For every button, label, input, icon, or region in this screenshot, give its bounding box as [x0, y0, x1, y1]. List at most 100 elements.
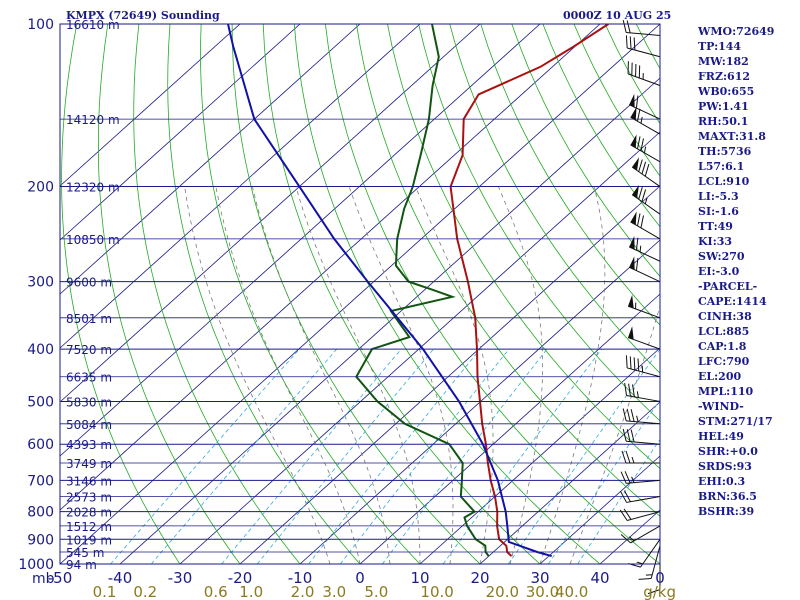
wind-barb-full — [632, 384, 635, 398]
pressure-tick-label: 800 — [27, 505, 54, 521]
height-label: 16610 m — [66, 18, 120, 32]
dry-adiabat-line — [133, 24, 301, 564]
stat-line: LCL:910 — [698, 175, 750, 188]
wind-barb — [620, 525, 661, 544]
chart-title: KMPX (72649) Sounding — [66, 9, 220, 22]
wind-barb-staff — [627, 367, 661, 378]
wind-barb-staff — [640, 539, 661, 568]
wind-barb-full — [626, 429, 631, 442]
parcel-trace — [227, 24, 552, 558]
wind-barb-full — [641, 161, 647, 175]
height-label: 3749 m — [66, 457, 112, 471]
wind-barb-full — [638, 159, 643, 172]
wind-barb-full — [624, 471, 631, 484]
wind-barb-full — [641, 189, 647, 202]
mixing-ratio-line — [442, 348, 603, 564]
stat-line: KI:33 — [698, 235, 733, 248]
pressure-tick-label: 400 — [27, 342, 54, 358]
stat-line: -PARCEL- — [698, 280, 758, 293]
stat-line: RH:50.1 — [698, 115, 749, 128]
temperature-tick-label: -50 — [48, 569, 73, 587]
pressure-tick-label: 100 — [27, 17, 54, 33]
stat-line: EI:-3.0 — [698, 265, 740, 278]
isotherm-line — [60, 24, 481, 403]
wind-barb-full — [638, 186, 643, 200]
stat-line: MPL:110 — [698, 385, 754, 398]
temperature-tick-label: -30 — [168, 569, 193, 587]
wind-barb — [621, 450, 660, 464]
wind-barb-full — [637, 358, 640, 372]
wind-barb-full — [622, 20, 627, 33]
isotherm-line — [179, 131, 660, 564]
stat-line: CINH:38 — [698, 310, 752, 323]
height-label: 8501 m — [66, 312, 112, 326]
moist-adiabat-line — [348, 186, 454, 564]
mixing-ratio-line — [381, 348, 548, 564]
mixing-ratio-line — [339, 348, 510, 564]
wind-barb — [625, 35, 661, 58]
height-label: 1019 m — [66, 533, 112, 547]
height-label: 2573 m — [66, 491, 112, 505]
temperature-tick-label: 0 — [655, 569, 665, 587]
height-label: 14120 m — [66, 113, 120, 127]
height-label: 3146 m — [66, 474, 112, 488]
mixing-ratio-label: 5.0 — [364, 583, 388, 600]
wind-barb-half — [644, 197, 648, 204]
stat-line: BSHR:39 — [698, 505, 755, 518]
dry-adiabat-line — [167, 24, 361, 564]
wind-barb-half — [639, 245, 642, 252]
wind-barb-staff — [631, 194, 661, 215]
wind-barb-flag — [629, 256, 635, 270]
pressure-tick-label: 600 — [27, 437, 54, 453]
wind-barb-staff — [626, 31, 661, 36]
pressure-tick-label: 500 — [27, 394, 54, 410]
wind-barb-staff — [626, 440, 661, 445]
wind-barb-full — [626, 20, 631, 33]
wind-barb-full — [621, 450, 627, 464]
height-label: 2028 m — [66, 506, 112, 520]
dry-adiabat-line — [200, 24, 421, 564]
wind-barb-staff — [631, 166, 661, 187]
wind-barb — [624, 382, 661, 402]
wind-barb — [627, 61, 661, 86]
stat-line: PW:1.41 — [698, 100, 749, 113]
chart-time: 0000Z 10 AUG 25 — [563, 9, 672, 22]
mixing-ratio-line — [308, 348, 481, 564]
dry-adiabat-line — [325, 24, 660, 564]
wind-barb-half — [636, 391, 639, 398]
isotherm-line — [60, 24, 601, 511]
stat-line: TT:49 — [698, 220, 733, 233]
mixing-ratio-unit: g/kg — [643, 583, 676, 600]
wind-barb-full — [623, 490, 631, 502]
pressure-tick-label: 700 — [27, 473, 54, 489]
wind-barb-full — [644, 163, 650, 177]
wind-barb-staff — [630, 116, 661, 135]
isotherm-line — [239, 185, 660, 564]
wind-barb-full — [635, 237, 639, 251]
mixing-ratio-label: 40.0 — [555, 583, 588, 600]
mixing-ratio-label: 20.0 — [486, 583, 519, 600]
stat-line: LFC:790 — [698, 355, 750, 368]
temperature-tick-label: 0 — [355, 569, 365, 587]
wind-barb-full — [636, 213, 641, 226]
wind-barb-full — [620, 471, 627, 484]
stat-line: MW:182 — [698, 55, 749, 68]
stat-line: EL:200 — [698, 370, 742, 383]
wind-barb-staff — [627, 47, 661, 58]
wind-barb-full — [625, 450, 631, 464]
isotherm-line — [60, 24, 301, 241]
mixing-ratio-label: 30.0 — [526, 583, 559, 600]
height-label: 10850 m — [66, 233, 120, 247]
wind-barb-flag — [630, 106, 637, 121]
height-label: 1512 m — [66, 520, 112, 534]
wind-barb-half — [640, 116, 643, 124]
mixing-ratio-line — [507, 348, 660, 564]
wind-barb — [630, 134, 661, 163]
isotherm-line — [60, 24, 421, 349]
height-label: 5084 m — [66, 418, 112, 432]
mixing-ratio-label: 10.0 — [420, 583, 453, 600]
isotherm-line — [299, 239, 660, 564]
stat-line: CAPE:1414 — [698, 295, 767, 308]
wind-barb-half — [636, 415, 639, 422]
